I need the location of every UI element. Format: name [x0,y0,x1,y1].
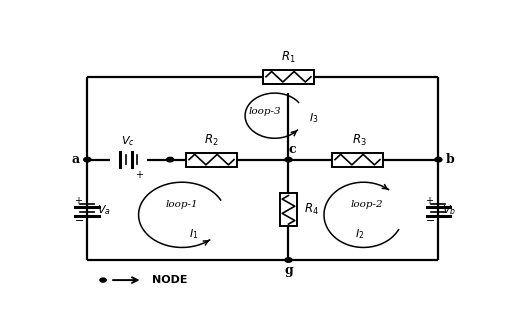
Text: g: g [284,264,293,277]
Text: $+$: $+$ [135,169,144,180]
Text: $R_2$: $R_2$ [204,133,219,148]
Text: $V_b$: $V_b$ [442,203,457,217]
Text: $-$: $-$ [425,215,435,224]
Text: $I_3$: $I_3$ [309,111,319,125]
Text: NODE: NODE [152,275,188,285]
Text: $R_3$: $R_3$ [352,133,367,148]
Circle shape [100,278,106,282]
Text: loop-3: loop-3 [248,107,281,116]
Bar [280,194,297,226]
Bar [263,70,314,84]
Text: $V_c$: $V_c$ [121,134,135,148]
Text: $V_a$: $V_a$ [97,203,111,217]
Text: c: c [289,143,296,156]
Bar [186,153,237,167]
Text: $I_2$: $I_2$ [355,227,364,241]
Text: $-$: $-$ [74,215,83,224]
Text: b: b [446,153,455,166]
Text: a: a [71,153,79,166]
Text: $R_1$: $R_1$ [281,50,296,65]
Text: $I_1$: $I_1$ [189,227,199,241]
Circle shape [84,157,91,162]
Text: $+$: $+$ [425,195,434,206]
Circle shape [285,157,292,162]
Text: loop-2: loop-2 [351,200,384,209]
Text: $+$: $+$ [74,195,83,206]
Circle shape [435,157,442,162]
Circle shape [166,157,174,162]
Text: $R_4$: $R_4$ [304,202,319,217]
Text: loop-1: loop-1 [165,200,199,209]
Circle shape [285,258,292,262]
Bar [332,153,383,167]
